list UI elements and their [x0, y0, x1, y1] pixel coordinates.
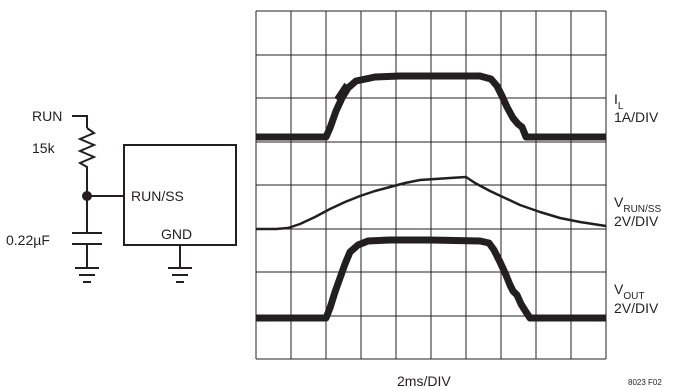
svg-text:VRUN/SS: VRUN/SS [614, 194, 661, 215]
pin-run-ss-label: RUN/SS [131, 188, 184, 204]
inductor-current-trace [256, 72, 606, 141]
resistor-label: 15k [32, 140, 56, 156]
ground-icon [75, 267, 99, 283]
trace-scale-vout: 2V/DIV [614, 300, 659, 316]
capacitor-label: 0.22µF [6, 232, 50, 248]
trace-label-vrunss-sub: RUN/SS [623, 204, 661, 215]
run-label: RUN [32, 108, 62, 124]
label-run-ss-voltage: VRUN/SS 2V/DIV [614, 194, 661, 229]
label-output-voltage: VOUT 2V/DIV [614, 281, 659, 316]
resistor-symbol [77, 127, 97, 196]
ground-icon [168, 267, 192, 283]
schematic: RUN 15k 0.22µF RUN/SS GND [6, 108, 237, 283]
inductor-current-ripple [334, 82, 514, 119]
output-voltage-trace [256, 236, 606, 322]
trace-label-vout-sub: OUT [623, 291, 644, 302]
trace-label-il-main: I [614, 91, 618, 107]
time-scale-label: 2ms/DIV [397, 373, 451, 389]
label-inductor-current: IL 1A/DIV [614, 91, 659, 125]
trace-scale-vrunss: 2V/DIV [614, 213, 659, 229]
trace-label-vrunss-main: V [614, 194, 624, 210]
figure-id-label: 8023 F02 [628, 378, 662, 387]
trace-scale-il: 1A/DIV [614, 109, 659, 125]
svg-text:VOUT: VOUT [614, 281, 644, 302]
trace-label-il-sub: L [618, 101, 624, 112]
trace-label-vout-main: V [614, 281, 624, 297]
run-wire [72, 115, 88, 128]
svg-text:IL: IL [614, 91, 624, 112]
pin-gnd-label: GND [161, 226, 192, 242]
run-ss-trace [256, 175, 607, 231]
scope-graticule [255, 10, 607, 360]
